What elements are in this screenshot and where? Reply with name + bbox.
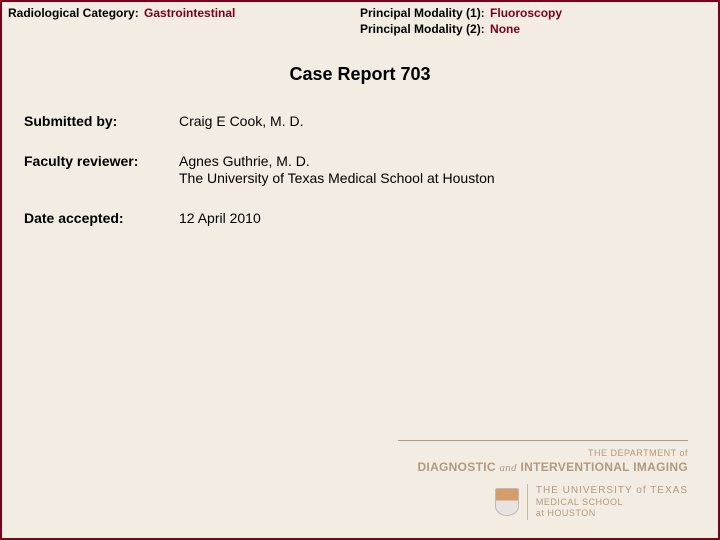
ut-shield-icon	[495, 488, 519, 516]
category-label: Radiological Category:	[8, 6, 139, 20]
ut-line1: THE UNIVERSITY of TEXAS	[536, 484, 688, 497]
category-value: Gastrointestinal	[142, 6, 235, 20]
info-table: Submitted by: Craig E Cook, M. D. Facult…	[24, 113, 696, 227]
header-modality-1: Principal Modality (1): Fluoroscopy	[360, 6, 712, 20]
header-modality-2: Principal Modality (2): None	[360, 22, 712, 36]
dept-int: INTERVENTIONAL IMAGING	[521, 460, 689, 474]
info-row-reviewer: Faculty reviewer: Agnes Guthrie, M. D.Th…	[24, 153, 696, 188]
header-row-2: Principal Modality (2): None	[2, 20, 718, 40]
page-title: Case Report 703	[2, 64, 718, 85]
header-row-1: Radiological Category: Gastrointestinal …	[2, 2, 718, 20]
ut-line3: at HOUSTON	[536, 508, 688, 520]
info-row-date: Date accepted: 12 April 2010	[24, 210, 696, 228]
reviewer-value: Agnes Guthrie, M. D.The University of Te…	[179, 153, 696, 188]
date-value: 12 April 2010	[179, 210, 696, 228]
modality2-label: Principal Modality (2):	[360, 22, 485, 36]
footer-logo-region: THE DEPARTMENT of DIAGNOSTIC and INTERVE…	[398, 440, 688, 520]
modality1-value: Fluoroscopy	[488, 6, 562, 20]
reviewer-label: Faculty reviewer:	[24, 153, 179, 188]
header-category: Radiological Category: Gastrointestinal	[8, 6, 360, 20]
dept-pre: THE DEPARTMENT of	[398, 447, 688, 459]
ut-text: THE UNIVERSITY of TEXAS MEDICAL SCHOOL a…	[536, 484, 688, 520]
submitted-label: Submitted by:	[24, 113, 179, 131]
ut-line2: MEDICAL SCHOOL	[536, 497, 688, 509]
dept-diag: DIAGNOSTIC	[417, 460, 495, 474]
ut-logo-block: THE UNIVERSITY of TEXAS MEDICAL SCHOOL a…	[398, 484, 688, 520]
submitted-value: Craig E Cook, M. D.	[179, 113, 696, 131]
logo-divider	[527, 484, 528, 520]
modality2-value: None	[488, 22, 520, 36]
dept-logo-text: THE DEPARTMENT of DIAGNOSTIC and INTERVE…	[398, 440, 688, 476]
dept-name: DIAGNOSTIC and INTERVENTIONAL IMAGING	[398, 459, 688, 476]
info-row-submitted: Submitted by: Craig E Cook, M. D.	[24, 113, 696, 131]
date-label: Date accepted:	[24, 210, 179, 228]
modality1-label: Principal Modality (1):	[360, 6, 485, 20]
dept-and: and	[499, 462, 516, 474]
page-container: Radiological Category: Gastrointestinal …	[0, 0, 720, 540]
